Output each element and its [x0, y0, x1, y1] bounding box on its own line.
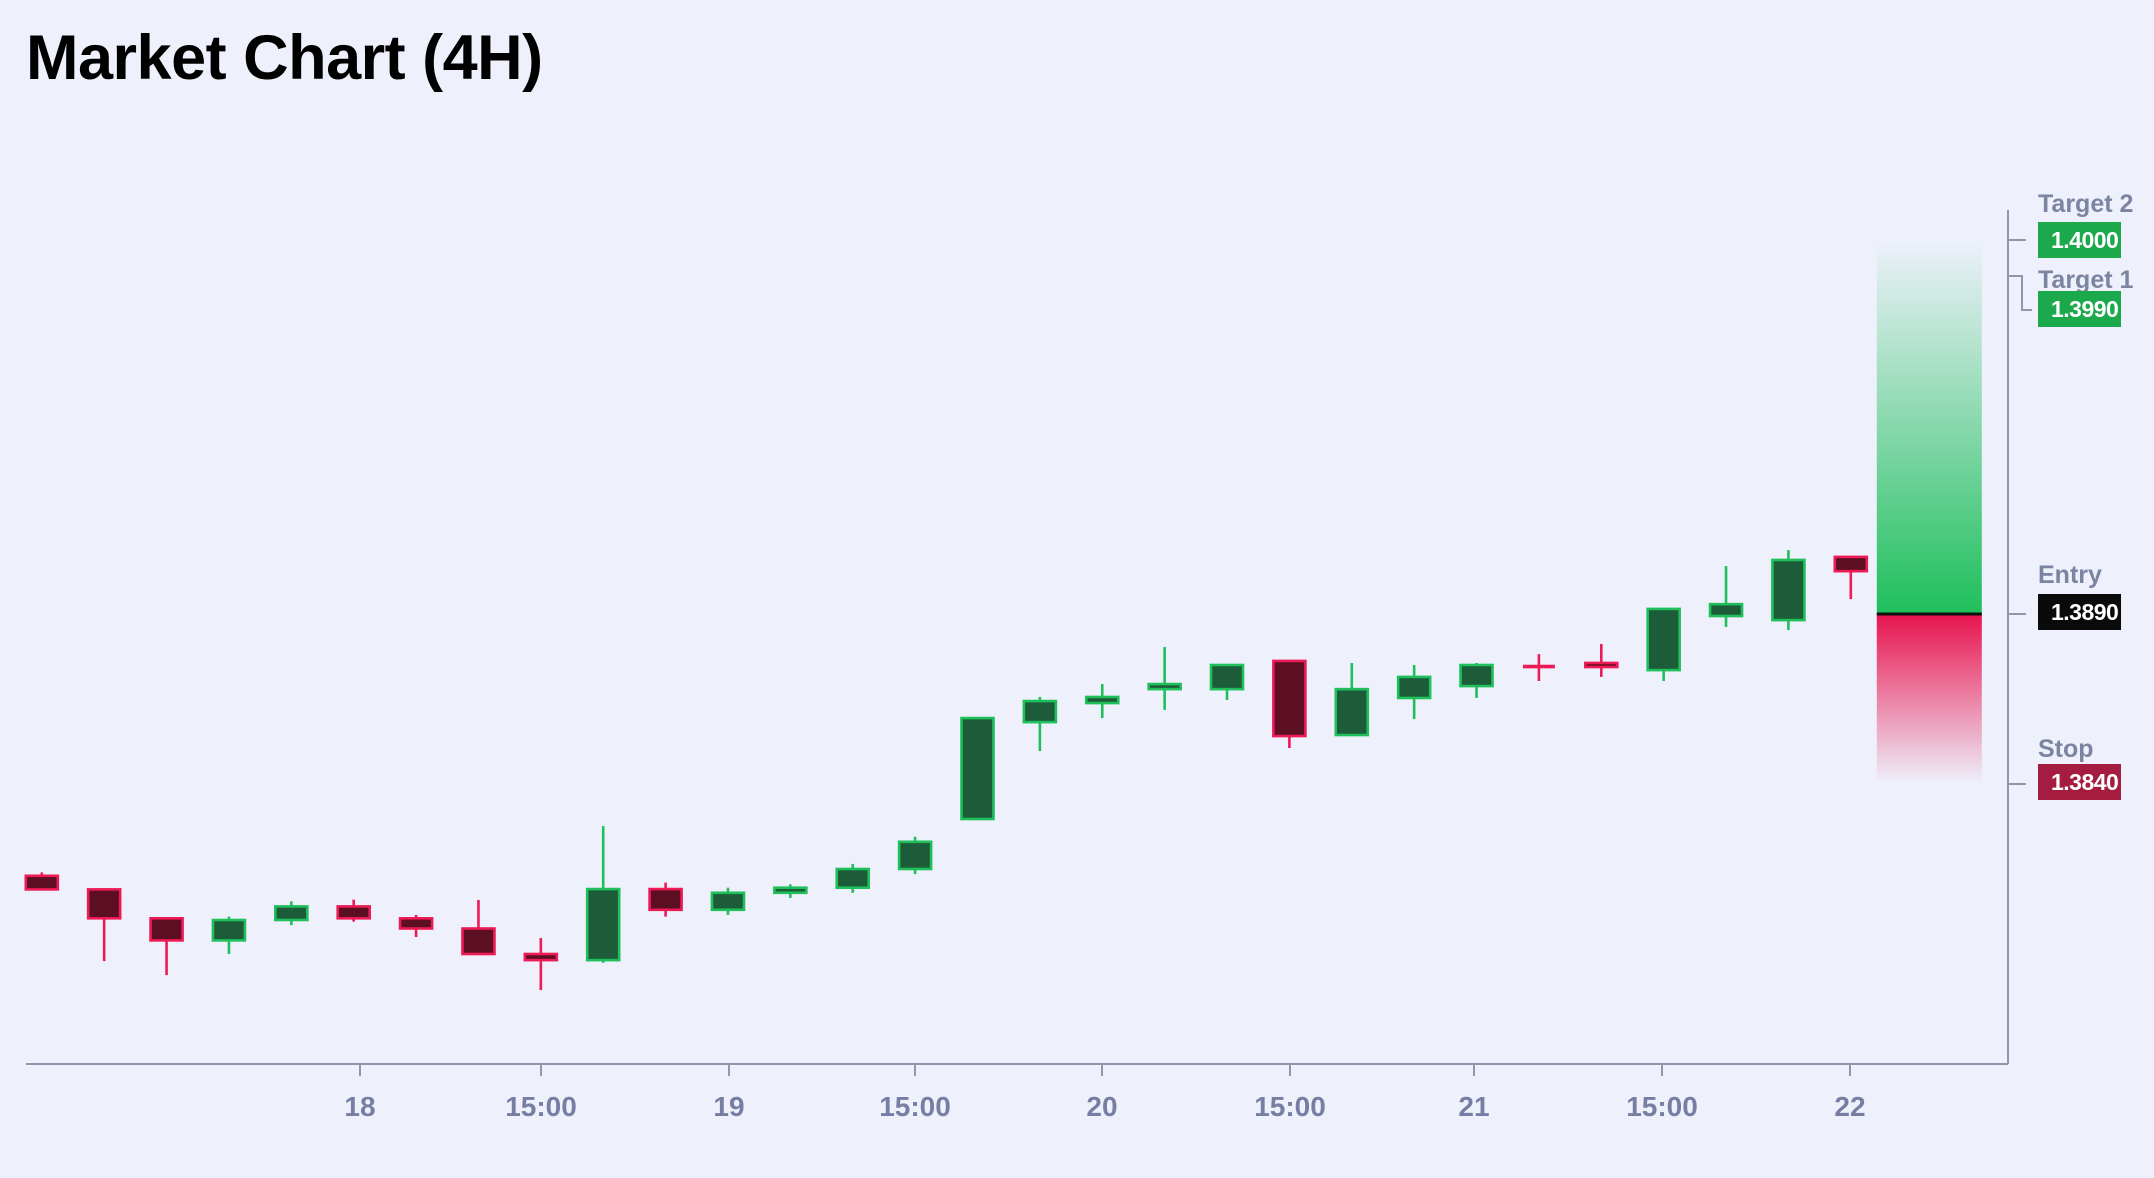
svg-text:19: 19	[713, 1091, 744, 1122]
svg-text:21: 21	[1458, 1091, 1489, 1122]
svg-text:18: 18	[344, 1091, 375, 1122]
svg-text:15:00: 15:00	[1254, 1091, 1326, 1122]
svg-text:22: 22	[1834, 1091, 1865, 1122]
svg-text:15:00: 15:00	[505, 1091, 577, 1122]
svg-text:15:00: 15:00	[879, 1091, 951, 1122]
svg-text:20: 20	[1086, 1091, 1117, 1122]
svg-text:15:00: 15:00	[1626, 1091, 1698, 1122]
